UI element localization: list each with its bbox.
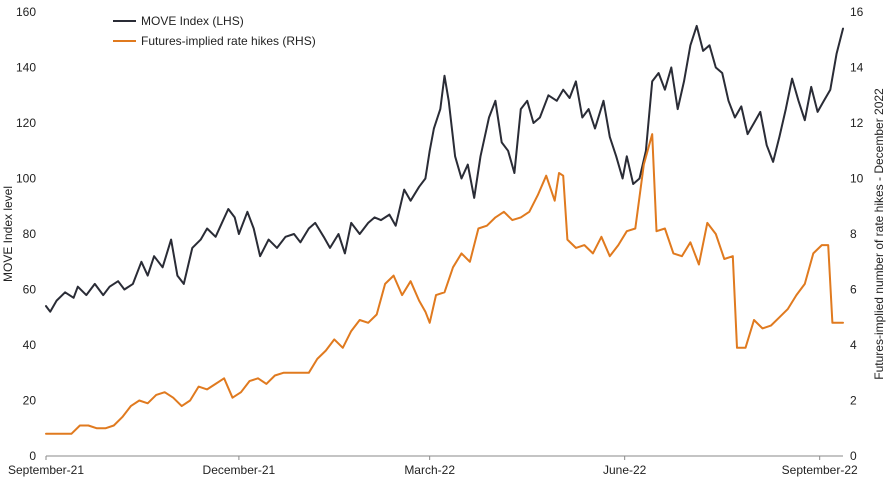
- left-y-tick-label: 140: [16, 61, 36, 75]
- left-y-axis-label: MOVE Index level: [1, 186, 15, 282]
- right-y-tick-label: 2: [850, 394, 857, 408]
- plot-area: September-21 December-21 March-22 June-22 Se…: [1, 5, 886, 477]
- legend-label-move-index: MOVE Index (LHS): [141, 14, 244, 28]
- left-y-tick-label: 120: [16, 116, 36, 130]
- left-y-tick-label: 20: [23, 394, 37, 408]
- x-tick-label: March-22: [404, 463, 455, 477]
- right-y-tick-label: 12: [850, 116, 864, 130]
- left-y-tick-label: 60: [23, 283, 37, 297]
- right-y-tick-label: 8: [850, 227, 857, 241]
- legend: MOVE Index (LHS) Futures-implied rate hi…: [113, 14, 316, 48]
- series-line-rate-hikes: [45, 133, 844, 435]
- left-y-axis-ticks: 0 20 40 60 80 100 120 140 160: [16, 5, 36, 463]
- x-tick-label: September-21: [8, 463, 84, 477]
- left-y-tick-label: 40: [23, 338, 37, 352]
- left-y-tick-label: 0: [29, 449, 36, 463]
- left-y-tick-label: 160: [16, 5, 36, 19]
- right-y-tick-label: 14: [850, 61, 864, 75]
- right-y-tick-label: 4: [850, 338, 857, 352]
- x-axis-ticks: September-21 December-21 March-22 June-22 Se…: [8, 456, 858, 477]
- right-y-tick-label: 6: [850, 283, 857, 297]
- right-y-tick-label: 10: [850, 172, 864, 186]
- left-y-tick-label: 100: [16, 172, 36, 186]
- right-y-axis-ticks: 0 2 4 6 8 10 12 14 16: [850, 5, 864, 463]
- series-layer: [45, 24, 844, 435]
- series-line-move-index: [45, 24, 844, 313]
- right-y-tick-label: 0: [850, 449, 857, 463]
- right-y-tick-label: 16: [850, 5, 864, 19]
- x-tick-label: September-22: [782, 463, 858, 477]
- left-y-tick-label: 80: [23, 227, 37, 241]
- right-y-axis-label: Futures-implied number of rate hikes - D…: [872, 88, 886, 380]
- x-tick-label: June-22: [603, 463, 647, 477]
- legend-label-rate-hikes: Futures-implied rate hikes (RHS): [141, 34, 316, 48]
- x-tick-label: December-21: [203, 463, 276, 477]
